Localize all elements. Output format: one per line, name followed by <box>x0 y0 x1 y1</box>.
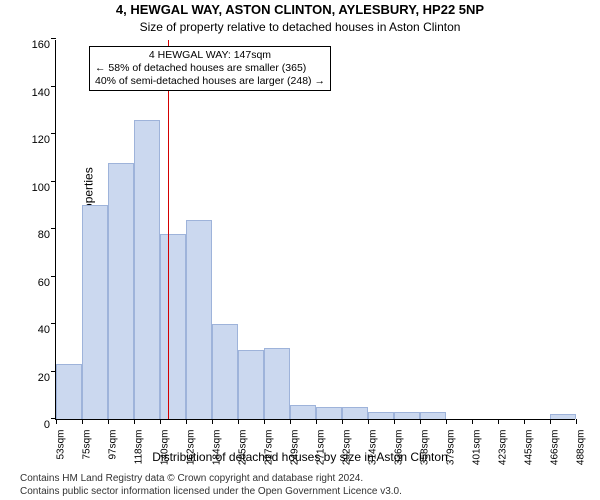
histogram-bar <box>82 205 108 419</box>
chart-subtitle: Size of property relative to detached ho… <box>0 20 600 34</box>
histogram-bar <box>550 414 576 419</box>
histogram-bar <box>264 348 290 419</box>
y-tick-label: 140 <box>20 87 56 99</box>
annotation-line-2: ← 58% of detached houses are smaller (36… <box>95 62 325 75</box>
histogram-bar <box>238 350 264 419</box>
histogram-bar <box>134 120 160 419</box>
chart-plot-area: 02040608010012014016053sqm75sqm97sqm118s… <box>55 40 575 420</box>
chart-footer: Contains HM Land Registry data © Crown c… <box>0 473 600 498</box>
histogram-bar <box>290 405 316 419</box>
histogram-bar <box>368 412 394 419</box>
chart-title: 4, HEWGAL WAY, ASTON CLINTON, AYLESBURY,… <box>0 2 600 17</box>
x-axis-label: Distribution of detached houses by size … <box>0 450 600 464</box>
y-tick-label: 100 <box>20 182 56 194</box>
histogram-bar <box>108 163 134 420</box>
histogram-bar <box>212 324 238 419</box>
histogram-bar <box>186 220 212 420</box>
histogram-bar <box>420 412 446 419</box>
histogram-bar <box>160 234 186 419</box>
y-tick-label: 160 <box>20 39 56 51</box>
reference-annotation: 4 HEWGAL WAY: 147sqm ← 58% of detached h… <box>89 46 331 91</box>
histogram-bar <box>316 407 342 419</box>
y-tick-label: 60 <box>20 277 56 289</box>
histogram-bar <box>342 407 368 419</box>
footer-line-1: Contains HM Land Registry data © Crown c… <box>20 473 600 486</box>
footer-line-2: Contains public sector information licen… <box>20 486 600 499</box>
histogram-bar <box>56 364 82 419</box>
annotation-line-1: 4 HEWGAL WAY: 147sqm <box>95 49 325 62</box>
y-tick-label: 120 <box>20 134 56 146</box>
y-tick-label: 80 <box>20 229 56 241</box>
y-tick-label: 20 <box>20 372 56 384</box>
y-tick-label: 0 <box>20 419 56 431</box>
annotation-line-3: 40% of semi-detached houses are larger (… <box>95 75 325 88</box>
reference-line <box>168 40 169 419</box>
y-tick-label: 40 <box>20 324 56 336</box>
histogram-bar <box>394 412 420 419</box>
plot-region: 02040608010012014016053sqm75sqm97sqm118s… <box>55 40 575 420</box>
